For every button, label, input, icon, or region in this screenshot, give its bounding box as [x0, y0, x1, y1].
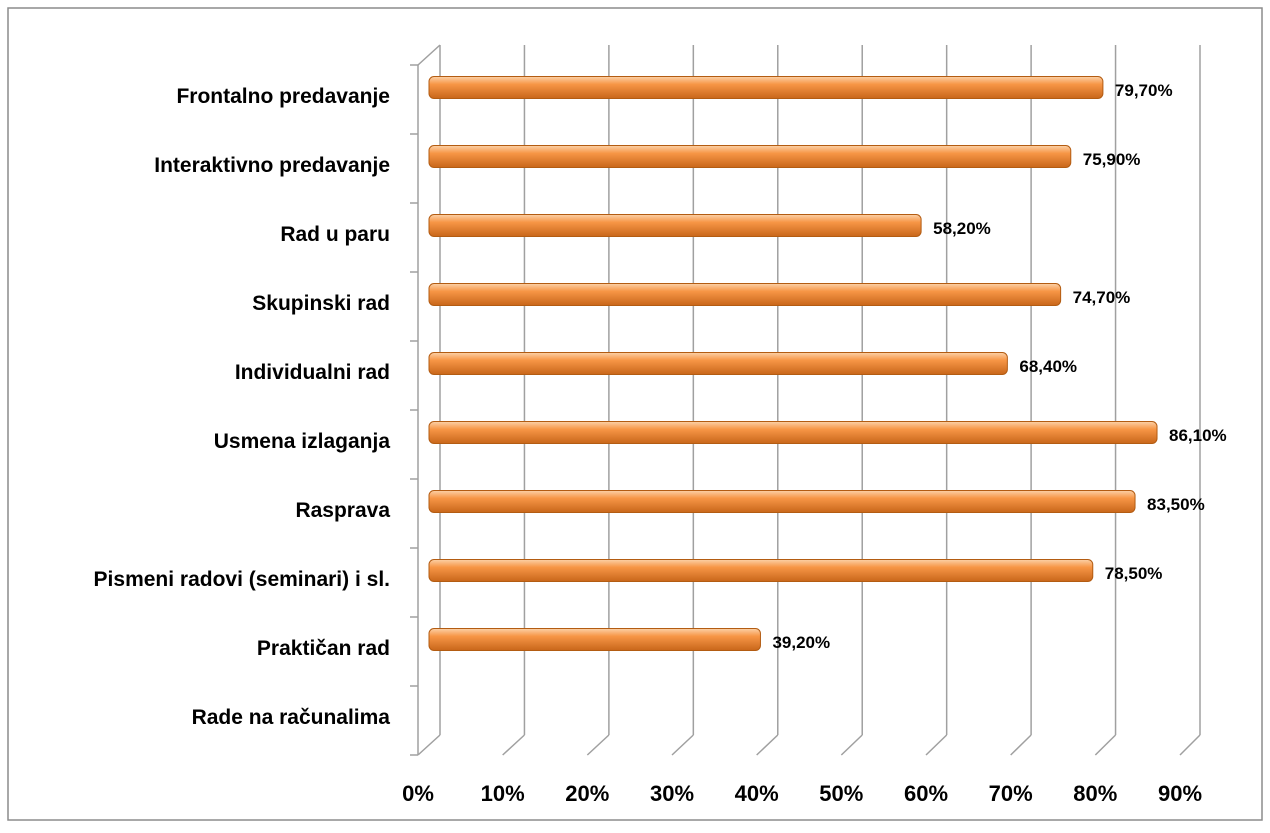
- value-label: 83,50%: [1147, 495, 1205, 514]
- bar: [428, 352, 1008, 375]
- floor-line: [756, 734, 779, 756]
- x-tick-label: 20%: [565, 781, 609, 806]
- bar: [428, 214, 922, 237]
- floor-line: [671, 734, 694, 756]
- y-tick-label: Rasprava: [295, 499, 390, 522]
- chart-frame: [7, 7, 1263, 821]
- y-tick-label: Individualni rad: [235, 361, 390, 384]
- wall-edge: [417, 44, 441, 66]
- x-tick-label: 40%: [735, 781, 779, 806]
- value-label: 79,70%: [1115, 81, 1173, 100]
- value-label: 58,20%: [933, 219, 991, 238]
- y-tick-label: Rad u paru: [280, 223, 390, 246]
- floor-line: [417, 734, 441, 756]
- floor-line: [840, 734, 863, 756]
- value-label: 39,20%: [772, 633, 830, 652]
- bar: [428, 421, 1158, 444]
- floor-line: [1010, 734, 1032, 756]
- y-tick-label: Frontalno predavanje: [176, 85, 390, 108]
- x-tick-label: 10%: [481, 781, 525, 806]
- floor-line: [1179, 734, 1201, 756]
- bar: [428, 490, 1136, 513]
- value-label: 75,90%: [1083, 150, 1141, 169]
- floor-line: [1094, 734, 1117, 756]
- bar: [428, 145, 1072, 168]
- y-tick-label: Praktičan rad: [257, 637, 390, 660]
- value-label: 68,40%: [1019, 357, 1077, 376]
- floor-line: [586, 734, 610, 756]
- floor-line: [925, 734, 948, 756]
- value-label: 74,70%: [1073, 288, 1131, 307]
- x-tick-label: 70%: [989, 781, 1033, 806]
- x-tick-label: 30%: [650, 781, 694, 806]
- x-tick-label: 60%: [904, 781, 948, 806]
- bar: [428, 559, 1094, 582]
- y-tick-label: Rade na računalima: [192, 706, 391, 729]
- floor-line: [502, 734, 525, 756]
- x-tick-label: 90%: [1158, 781, 1202, 806]
- bar: [428, 76, 1104, 99]
- value-label: 86,10%: [1169, 426, 1227, 445]
- x-tick-label: 80%: [1073, 781, 1117, 806]
- y-tick-label: Usmena izlaganja: [214, 430, 391, 453]
- y-tick-label: Pismeni radovi (seminari) i sl.: [94, 568, 390, 591]
- x-tick-label: 0%: [402, 781, 434, 806]
- y-tick-label: Skupinski rad: [252, 292, 390, 315]
- y-tick-label: Interaktivno predavanje: [154, 154, 390, 177]
- bar: [428, 628, 761, 651]
- x-tick-label: 50%: [819, 781, 863, 806]
- value-label: 78,50%: [1105, 564, 1163, 583]
- bar: [428, 283, 1062, 306]
